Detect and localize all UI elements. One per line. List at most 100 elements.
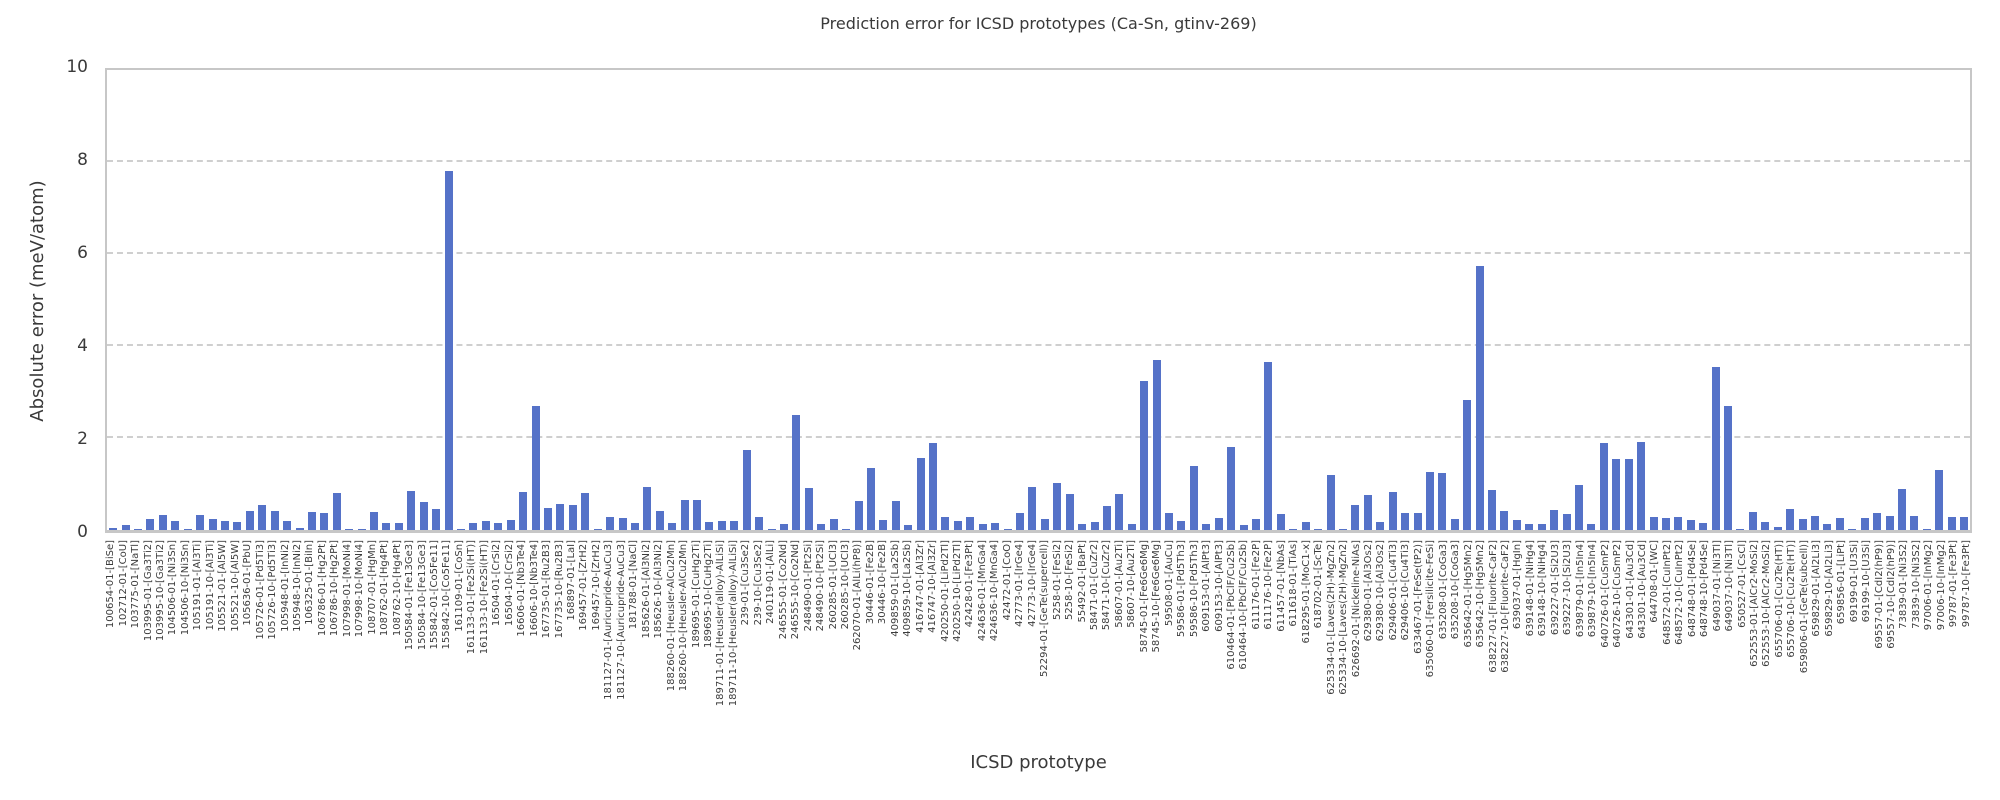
bar-slot bbox=[1026, 70, 1038, 530]
x-tick-cell: 189711-01-[Heusler(alloy)-AlLiSi] bbox=[715, 540, 727, 706]
bar bbox=[1699, 522, 1708, 530]
bar-slot bbox=[1660, 70, 1672, 530]
bar-slot bbox=[1834, 70, 1846, 530]
x-tick-cell: 248490-10-[Pt2Si] bbox=[815, 540, 827, 631]
x-tick-cell: 416747-01-[Al3Zr] bbox=[914, 540, 926, 633]
bar bbox=[1189, 465, 1198, 530]
bar bbox=[332, 493, 341, 530]
bar bbox=[1500, 510, 1509, 530]
x-tick-label: 103995-01-[Ga3Ti2] bbox=[142, 540, 154, 642]
bar-slot bbox=[529, 70, 541, 530]
bar-slot bbox=[206, 70, 218, 530]
bar-slot bbox=[542, 70, 554, 530]
x-tick-label: 652553-01-[AlCr2-MoSi2] bbox=[1749, 540, 1761, 667]
bar bbox=[717, 520, 726, 530]
bar-slot bbox=[1511, 70, 1523, 530]
bar-slot bbox=[1324, 70, 1336, 530]
bar-slot bbox=[505, 70, 517, 530]
x-tick-label: 611618-01-[TiAs] bbox=[1288, 540, 1300, 627]
bar-slot bbox=[244, 70, 256, 530]
bar bbox=[1811, 516, 1819, 530]
bar bbox=[842, 529, 851, 530]
x-tick-label: 610464-10-[PbClF/Cu2Sb] bbox=[1238, 540, 1250, 670]
bar bbox=[183, 528, 192, 530]
x-tick-cell: 635208-10-[CoGa3] bbox=[1450, 540, 1462, 639]
x-tick-label: 42773-01-[IrGe4] bbox=[1014, 540, 1026, 627]
x-tick-cell: 643301-10-[Au3Cd] bbox=[1637, 540, 1649, 639]
x-tick-label: 42773-10-[IrGe4] bbox=[1026, 540, 1038, 627]
bar bbox=[1773, 527, 1782, 530]
x-tick-label: 106786-01-[Hg2Pt] bbox=[316, 540, 328, 637]
x-tick-label: 638227-10-[Fluorite-CaF2] bbox=[1499, 540, 1511, 673]
bar bbox=[1450, 518, 1459, 530]
x-tick-cell: 635642-10-[Hg5Mn2] bbox=[1475, 540, 1487, 647]
x-tick-label: 150584-10-[Fe13Ge3] bbox=[416, 540, 428, 651]
y-tick-label: 0 bbox=[77, 522, 88, 542]
x-tick-cell: 185626-10-[Al3Ni2] bbox=[653, 540, 665, 639]
x-tick-label: 409859-10-[La2Sb] bbox=[902, 540, 914, 637]
bar-slot bbox=[1287, 70, 1299, 530]
bar bbox=[1537, 523, 1546, 530]
x-tick-label: 625334-10-[Laves(2H)-MgZn2] bbox=[1338, 540, 1350, 695]
x-tick-label: 16606-10-[Nb3Te4] bbox=[528, 540, 540, 637]
bar bbox=[1475, 265, 1484, 530]
x-tick-cell: 246555-10-[Co2Nd] bbox=[790, 540, 802, 639]
x-tick-cell: 409859-10-[La2Sb] bbox=[902, 540, 914, 637]
bar bbox=[1016, 513, 1024, 530]
bar bbox=[1860, 517, 1869, 530]
x-tick-label: 188260-10-[Heusler-AlCu2Mn] bbox=[678, 540, 690, 692]
x-tick-cell: 416747-10-[Al3Zr] bbox=[927, 540, 939, 633]
x-tick-label: 659806-01-[GeTe(subcell)] bbox=[1798, 540, 1810, 674]
x-tick-cell: 103775-01-[NaTl] bbox=[130, 540, 142, 628]
x-tick-cell: 105948-01-[InNi2] bbox=[279, 540, 291, 632]
x-tick-cell: 629406-10-[Cu4Ti3] bbox=[1400, 540, 1412, 641]
x-tick-label: 639148-10-[NiHg4] bbox=[1537, 540, 1549, 637]
x-tick-cell: 189695-10-[CuHg2Ti] bbox=[703, 540, 715, 648]
bar-slot bbox=[1548, 70, 1560, 530]
x-tick-label: 105521-10-[Al5W] bbox=[229, 540, 241, 632]
x-tick-cell: 649037-10-[Ni3Tl] bbox=[1724, 540, 1736, 631]
bar-slot bbox=[803, 70, 815, 530]
x-tick-cell: 55492-01-[BaPt] bbox=[1076, 540, 1088, 623]
x-tick-label: 185626-01-[Al3Ni2] bbox=[640, 540, 652, 639]
bar bbox=[208, 518, 217, 530]
bar-slot bbox=[890, 70, 902, 530]
bar bbox=[1612, 458, 1621, 530]
x-tick-label: 69557-01-[CdI2(hP9)] bbox=[1873, 540, 1885, 649]
bar-slot bbox=[1262, 70, 1274, 530]
bar-slot bbox=[1349, 70, 1361, 530]
bar-slot bbox=[1573, 70, 1585, 530]
x-tick-label: 59586-10-[Pd5Th3] bbox=[1188, 540, 1200, 638]
x-tick-label: 649037-01-[Ni3Tl] bbox=[1711, 540, 1723, 632]
x-tick-cell: 189711-10-[Heusler(alloy)-AlLiSi] bbox=[728, 540, 740, 706]
x-tick-label: 168897-01-[LaI] bbox=[565, 540, 577, 621]
x-tick-cell: 99787-01-[Fe3Pt] bbox=[1948, 540, 1960, 627]
x-tick-label: 626692-01-[Nickeline-NiAs] bbox=[1350, 540, 1362, 678]
x-tick-cell: 625334-01-[Laves(2H)-MgZn2] bbox=[1325, 540, 1337, 695]
bar bbox=[755, 517, 764, 530]
plot-area bbox=[105, 68, 1972, 533]
x-tick-cell: 611176-01-[Fe2P] bbox=[1251, 540, 1263, 630]
bar bbox=[1711, 366, 1720, 530]
bar-slot bbox=[567, 70, 579, 530]
bar bbox=[481, 521, 490, 530]
x-tick-label: 73839-10-[Ni3S2] bbox=[1910, 540, 1922, 629]
bar-slot bbox=[1200, 70, 1212, 530]
x-tick-cell: 640726-10-[CuSmP2] bbox=[1612, 540, 1624, 648]
bar-slot bbox=[914, 70, 926, 530]
x-tick-cell: 420250-01-[LiPd2Tl] bbox=[939, 540, 951, 642]
bar bbox=[1152, 359, 1161, 530]
x-tick-cell: 246555-01-[Co2Nd] bbox=[777, 540, 789, 639]
bar bbox=[1823, 523, 1832, 530]
x-tick-label: 106786-10-[Hg2Pt] bbox=[329, 540, 341, 637]
bar bbox=[1401, 512, 1410, 530]
bar-slot bbox=[902, 70, 914, 530]
x-tick-cell: 42773-10-[IrGe4] bbox=[1027, 540, 1039, 627]
x-tick-label: 649037-10-[Ni3Tl] bbox=[1724, 540, 1736, 632]
bar-slot bbox=[977, 70, 989, 530]
x-tick-label: 69199-01-[U3Si] bbox=[1848, 540, 1860, 623]
bar-slot bbox=[1374, 70, 1386, 530]
x-tick-cell: 42472-01-[CoO] bbox=[1002, 540, 1014, 621]
x-tick-cell: 239-01-[Cu3Se2] bbox=[740, 540, 752, 625]
x-tick-label: 58607-01-[Au2Ti] bbox=[1113, 540, 1125, 628]
